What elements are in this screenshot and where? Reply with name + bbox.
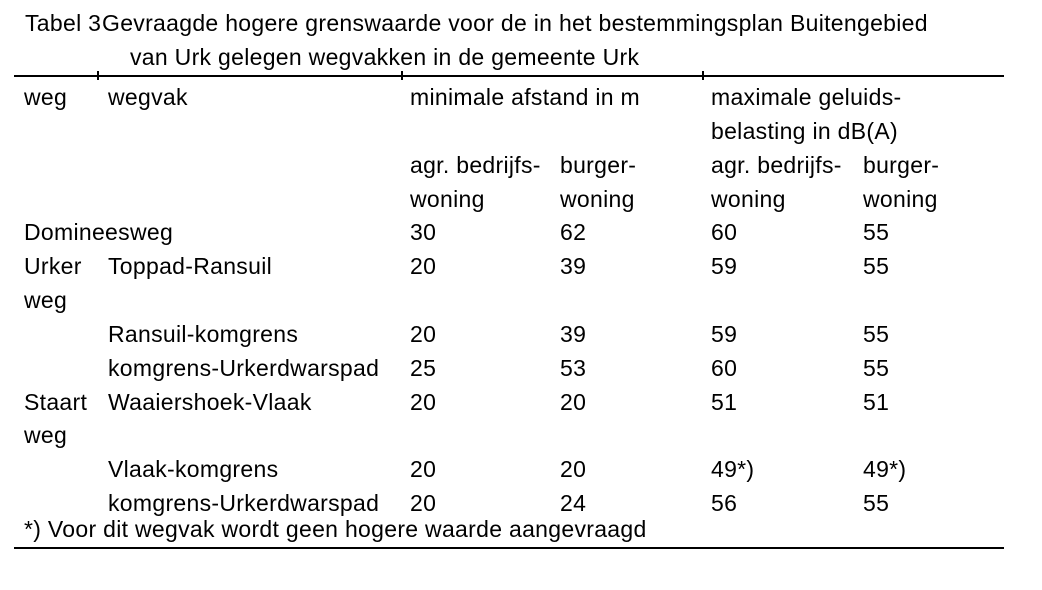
cell-max-burger: 55	[863, 253, 890, 279]
cell-wegvak: komgrens-Urkerdwarspad	[108, 355, 380, 381]
cell-max-agr: 49*)	[711, 456, 755, 482]
column-separator-tick	[401, 71, 403, 80]
cell-weg: Urker	[24, 253, 82, 279]
subheader-burgerwoning-2: woning	[863, 186, 938, 212]
cell-min-agr: 20	[410, 389, 437, 415]
cell-min-burger: 39	[560, 253, 587, 279]
cell-min-agr: 20	[410, 490, 437, 516]
cell-max-agr: 56	[711, 490, 738, 516]
header-group-min: minimale afstand in m	[410, 84, 640, 110]
column-separator-tick	[702, 71, 704, 80]
subheader-agr-bedrijfswoning-2: woning	[410, 186, 485, 212]
column-separator-tick	[97, 71, 99, 80]
cell-max-agr: 51	[711, 389, 738, 415]
subheader-burgerwoning: burger-	[560, 152, 637, 178]
cell-max-agr: 60	[711, 219, 738, 245]
cell-min-agr: 20	[410, 253, 437, 279]
cell-min-burger: 24	[560, 490, 587, 516]
cell-wegvak: komgrens-Urkerdwarspad	[108, 490, 380, 516]
cell-min-agr: 20	[410, 321, 437, 347]
cell-weg: Staart	[24, 389, 88, 415]
cell-wegvak: Vlaak-komgrens	[108, 456, 279, 482]
cell-max-burger: 55	[863, 355, 890, 381]
cell-min-agr: 25	[410, 355, 437, 381]
header-weg: weg	[24, 84, 68, 110]
subheader-burgerwoning-2: woning	[560, 186, 635, 212]
table-footnote: *) Voor dit wegvak wordt geen hogere waa…	[24, 516, 647, 542]
cell-weg: weg	[24, 287, 68, 313]
cell-weg: Domineesweg	[24, 219, 174, 245]
cell-max-burger: 55	[863, 219, 890, 245]
cell-min-agr: 20	[410, 456, 437, 482]
subheader-agr-bedrijfswoning: agr. bedrijfs-	[410, 152, 541, 178]
cell-max-agr: 60	[711, 355, 738, 381]
cell-min-burger: 20	[560, 389, 587, 415]
cell-weg: weg	[24, 422, 68, 448]
cell-min-burger: 20	[560, 456, 587, 482]
cell-min-agr: 30	[410, 219, 437, 245]
table-title-tag: Tabel 3	[25, 10, 102, 36]
cell-min-burger: 53	[560, 355, 587, 381]
cell-max-burger: 55	[863, 321, 890, 347]
cell-max-burger: 55	[863, 490, 890, 516]
header-wegvak: wegvak	[108, 84, 188, 110]
cell-wegvak: Toppad-Ransuil	[108, 253, 273, 279]
cell-max-agr: 59	[711, 253, 738, 279]
subheader-agr-bedrijfswoning: agr. bedrijfs-	[711, 152, 842, 178]
table-title-line-1: Gevraagde hogere grenswaarde voor de in …	[102, 10, 928, 36]
cell-min-burger: 62	[560, 219, 587, 245]
cell-max-burger: 51	[863, 389, 890, 415]
table-top-rule	[14, 75, 1004, 77]
subheader-burgerwoning: burger-	[863, 152, 940, 178]
subheader-agr-bedrijfswoning-2: woning	[711, 186, 786, 212]
cell-wegvak: Waaiershoek-Vlaak	[108, 389, 312, 415]
cell-max-burger: 49*)	[863, 456, 907, 482]
header-group-max-line-2: belasting in dB(A)	[711, 118, 898, 144]
header-group-max: maximale geluids-	[711, 84, 902, 110]
cell-wegvak: Ransuil-komgrens	[108, 321, 299, 347]
table-bottom-rule	[14, 547, 1004, 549]
cell-max-agr: 59	[711, 321, 738, 347]
cell-min-burger: 39	[560, 321, 587, 347]
table-title-line-2: van Urk gelegen wegvakken in de gemeente…	[130, 44, 640, 70]
